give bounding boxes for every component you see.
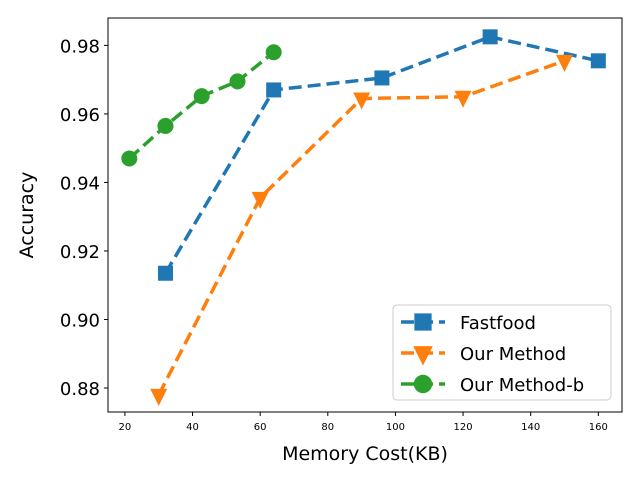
series-fastfood [157, 29, 606, 281]
y-tick-label: 0.96 [60, 105, 100, 126]
y-axis-title: Accuracy [16, 172, 38, 259]
data-point-our-method-b [265, 44, 282, 61]
y-axis-ticks: 0.88 0.90 0.92 0.94 0.96 0.98 [60, 36, 108, 400]
legend-marker [413, 346, 433, 366]
x-tick-label: 120 [454, 422, 473, 433]
x-axis-title: Memory Cost(KB) [282, 443, 448, 465]
data-point-fastfood [266, 82, 282, 98]
data-point-our-method-b [121, 150, 138, 167]
y-tick-label: 0.88 [60, 379, 100, 400]
data-point-our-method [251, 191, 269, 209]
legend-entry-our-method: Our Method [401, 344, 566, 366]
legend-entry-fastfood: Fastfood [401, 313, 536, 334]
series-line-fastfood [163, 35, 599, 275]
y-tick-label: 0.90 [60, 310, 100, 331]
data-point-our-method [150, 388, 168, 406]
plot-frame [107, 17, 623, 413]
data-point-fastfood [157, 265, 173, 281]
legend: Fastfood Our Method Our Method-b [392, 304, 612, 401]
x-tick-label: 60 [254, 422, 267, 433]
data-point-our-method-b [157, 117, 174, 134]
data-point-our-method-b [229, 73, 246, 90]
x-tick-label: 20 [119, 422, 132, 433]
x-tick-label: 40 [186, 422, 199, 433]
series-our-method [150, 54, 574, 406]
x-tick-label: 80 [321, 422, 334, 433]
x-tick-label: 140 [521, 422, 540, 433]
legend-label: Our Method-b [460, 375, 584, 396]
x-axis-ticks: 20 40 60 80 100 120 140 160 [119, 412, 608, 433]
legend-entry-our-method-b: Our Method-b [401, 374, 584, 396]
y-tick-label: 0.92 [60, 242, 100, 263]
data-point-fastfood [482, 29, 498, 45]
y-tick-label: 0.94 [60, 173, 100, 194]
data-point-our-method-b [193, 88, 210, 105]
legend-label: Fastfood [460, 313, 536, 334]
series-layer [121, 29, 606, 406]
legend-marker [414, 313, 432, 331]
data-point-fastfood [590, 53, 606, 69]
data-point-our-method [454, 90, 472, 108]
legend-box [392, 304, 612, 401]
data-point-our-method [556, 54, 574, 72]
y-tick-label: 0.98 [60, 36, 100, 57]
x-tick-label: 100 [386, 422, 405, 433]
data-point-fastfood [374, 70, 390, 86]
series-our-method-b [121, 44, 282, 167]
legend-label: Our Method [460, 344, 566, 365]
x-tick-label: 160 [589, 422, 608, 433]
legend-marker [413, 374, 433, 394]
data-point-our-method [353, 92, 371, 110]
